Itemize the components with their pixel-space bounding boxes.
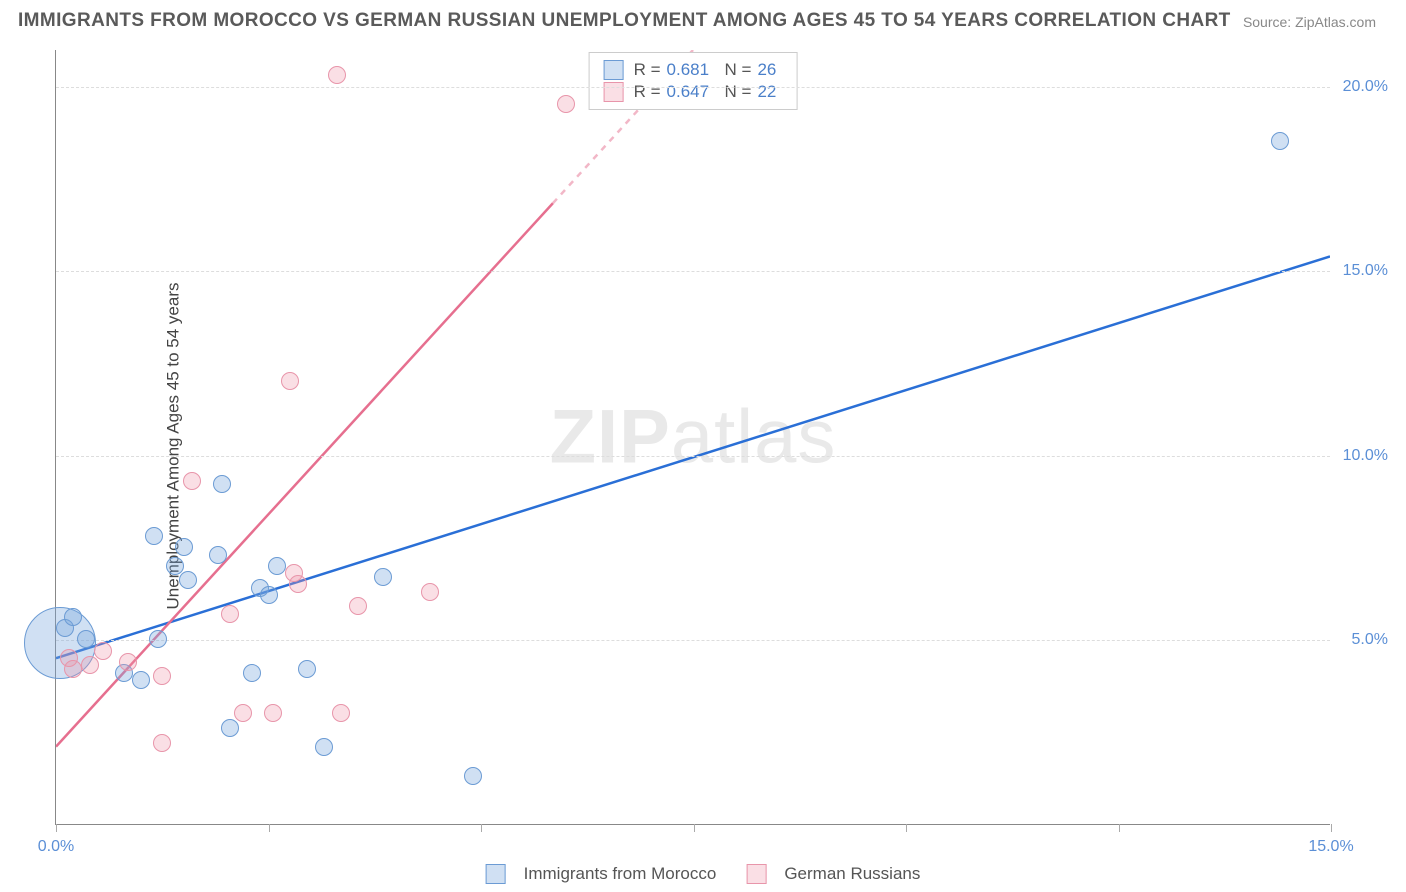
data-point (234, 704, 252, 722)
data-point (557, 95, 575, 113)
data-point (298, 660, 316, 678)
stat-r-value-pink: 0.647 (667, 82, 710, 102)
x-tick (906, 824, 907, 832)
pink-swatch-icon (604, 82, 624, 102)
data-point (281, 372, 299, 390)
plot-area: ZIPatlas R = 0.681 N = 26 R = 0.647 N = … (55, 50, 1330, 825)
stats-row-blue: R = 0.681 N = 26 (604, 60, 783, 80)
data-point (153, 734, 171, 752)
data-point (209, 546, 227, 564)
data-point (264, 704, 282, 722)
data-point (132, 671, 150, 689)
stats-row-pink: R = 0.647 N = 22 (604, 82, 783, 102)
x-tick-label: 15.0% (1308, 838, 1353, 856)
data-point (421, 583, 439, 601)
stat-r-value-blue: 0.681 (667, 60, 710, 80)
legend-label-pink: German Russians (784, 864, 920, 884)
data-point (268, 557, 286, 575)
x-tick-label: 0.0% (38, 838, 74, 856)
trend-line (56, 256, 1330, 658)
legend-item-pink: German Russians (746, 864, 920, 884)
x-tick (481, 824, 482, 832)
data-point (464, 767, 482, 785)
stat-n-value-pink: 22 (757, 82, 776, 102)
data-point (243, 664, 261, 682)
y-tick-label: 20.0% (1343, 78, 1388, 96)
data-point (119, 653, 137, 671)
grid-line (56, 87, 1330, 88)
legend-label-blue: Immigrants from Morocco (524, 864, 717, 884)
data-point (145, 527, 163, 545)
data-point (315, 738, 333, 756)
y-tick-label: 5.0% (1352, 631, 1388, 649)
watermark-light: atlas (671, 395, 837, 480)
data-point (328, 66, 346, 84)
blue-swatch-icon (604, 60, 624, 80)
data-point (64, 608, 82, 626)
data-point (183, 472, 201, 490)
data-point (166, 557, 184, 575)
watermark-bold: ZIP (550, 395, 671, 480)
data-point (64, 660, 82, 678)
data-point (149, 630, 167, 648)
data-point (175, 538, 193, 556)
data-point (77, 630, 95, 648)
data-point (1271, 132, 1289, 150)
data-point (260, 586, 278, 604)
x-minor-tick (269, 824, 270, 832)
data-point (179, 571, 197, 589)
stat-n-label: N = (725, 82, 752, 102)
legend-item-blue: Immigrants from Morocco (486, 864, 717, 884)
x-tick (56, 824, 57, 832)
data-point (153, 667, 171, 685)
source-text: Source: ZipAtlas.com (1243, 14, 1376, 30)
pink-swatch-icon (746, 864, 766, 884)
data-point (221, 605, 239, 623)
watermark: ZIPatlas (550, 394, 837, 481)
data-point (289, 575, 307, 593)
stat-r-label: R = (634, 60, 661, 80)
grid-line (56, 456, 1330, 457)
data-point (349, 597, 367, 615)
stat-n-label: N = (725, 60, 752, 80)
y-tick-label: 15.0% (1343, 262, 1388, 280)
x-minor-tick (1119, 824, 1120, 832)
data-point (94, 642, 112, 660)
data-point (374, 568, 392, 586)
y-tick-label: 10.0% (1343, 447, 1388, 465)
data-point (221, 719, 239, 737)
legend: Immigrants from Morocco German Russians (486, 864, 921, 884)
x-minor-tick (694, 824, 695, 832)
data-point (332, 704, 350, 722)
grid-line (56, 271, 1330, 272)
x-tick (1331, 824, 1332, 832)
data-point (81, 656, 99, 674)
blue-swatch-icon (486, 864, 506, 884)
stat-n-value-blue: 26 (757, 60, 776, 80)
grid-line (56, 640, 1330, 641)
stat-r-label: R = (634, 82, 661, 102)
stats-box: R = 0.681 N = 26 R = 0.647 N = 22 (589, 52, 798, 110)
data-point (213, 475, 231, 493)
chart-title: IMMIGRANTS FROM MOROCCO VS GERMAN RUSSIA… (18, 10, 1231, 32)
